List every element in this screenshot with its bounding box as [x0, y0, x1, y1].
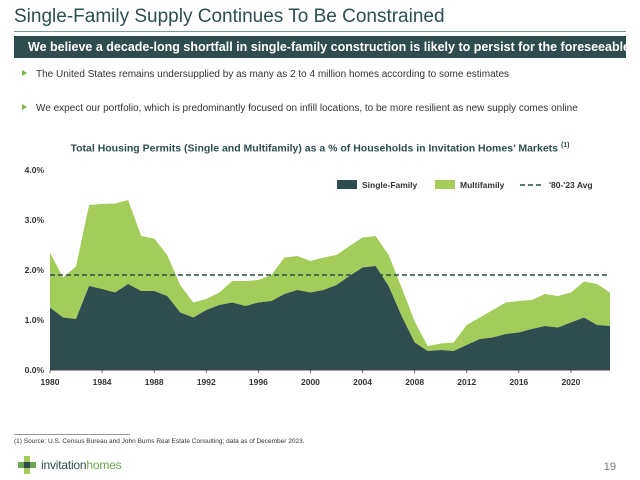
x-tick-label: 2000	[301, 377, 320, 387]
headline-banner: We believe a decade-long shortfall in si…	[14, 36, 626, 58]
bullet-item: The United States remains undersupplied …	[22, 69, 509, 80]
y-tick-label: 0.0%	[25, 365, 45, 375]
footnote-divider	[14, 434, 130, 435]
logo-mark-icon	[18, 456, 36, 474]
x-tick-label: 1980	[41, 377, 60, 387]
y-tick-label: 1.0%	[25, 315, 45, 325]
chart-title-superscript: (1)	[560, 142, 570, 149]
chart-title-text: Total Housing Permits (Single and Multif…	[70, 142, 559, 155]
x-tick-label: 1984	[93, 377, 112, 387]
page-number: 19	[603, 461, 616, 473]
legend-label-average: '80-'23 Avg	[549, 180, 593, 190]
legend-swatch-single-family	[337, 180, 357, 189]
x-tick-label: 2016	[509, 377, 528, 387]
legend-label-multifamily: Multifamily	[460, 180, 505, 190]
x-tick-label: 2004	[353, 377, 372, 387]
y-tick-label: 3.0%	[25, 215, 45, 225]
bullet-text: We expect our portfolio, which is predom…	[36, 103, 578, 114]
plot-areas	[50, 200, 610, 370]
title-divider	[14, 31, 626, 32]
chart-title: Total Housing Permits (Single and Multif…	[0, 142, 640, 155]
y-tick-label: 2.0%	[25, 265, 45, 275]
x-tick-label: 1996	[249, 377, 268, 387]
slide-title: Single-Family Supply Continues To Be Con…	[14, 6, 445, 27]
axes-group: 0.0% 1.0% 2.0% 3.0% 4.0% 1980 1984 1988 1992 1996…	[25, 165, 610, 387]
bullet-text: The United States remains undersupplied …	[36, 69, 510, 80]
footnote: (1) Source: U.S. Census Bureau and John …	[14, 438, 305, 445]
logo-text: invitationhomes	[41, 458, 122, 472]
x-tick-label: 2020	[561, 377, 580, 387]
bullet-item: We expect our portfolio, which is predom…	[22, 103, 578, 114]
legend-label-single-family: Single-Family	[362, 180, 418, 190]
bullet-arrow-icon	[22, 70, 27, 77]
logo-text-part2: homes	[86, 458, 122, 472]
logo-text-part1: invitation	[41, 458, 87, 472]
single-family-area	[50, 266, 610, 370]
x-tick-label: 2012	[457, 377, 476, 387]
housing-permits-chart: 0.0% 1.0% 2.0% 3.0% 4.0% 1980 1984 1988 1992 1996…	[25, 165, 610, 387]
x-tick-label: 1992	[197, 377, 216, 387]
bullet-arrow-icon	[22, 104, 27, 111]
x-tick-label: 2008	[405, 377, 424, 387]
x-tick-label: 1988	[145, 377, 164, 387]
company-logo: invitationhomes	[18, 455, 122, 475]
chart-legend: Single-Family Multifamily '80-'23 Avg	[337, 180, 593, 190]
y-tick-label: 4.0%	[25, 165, 45, 175]
legend-swatch-multifamily	[435, 180, 455, 189]
